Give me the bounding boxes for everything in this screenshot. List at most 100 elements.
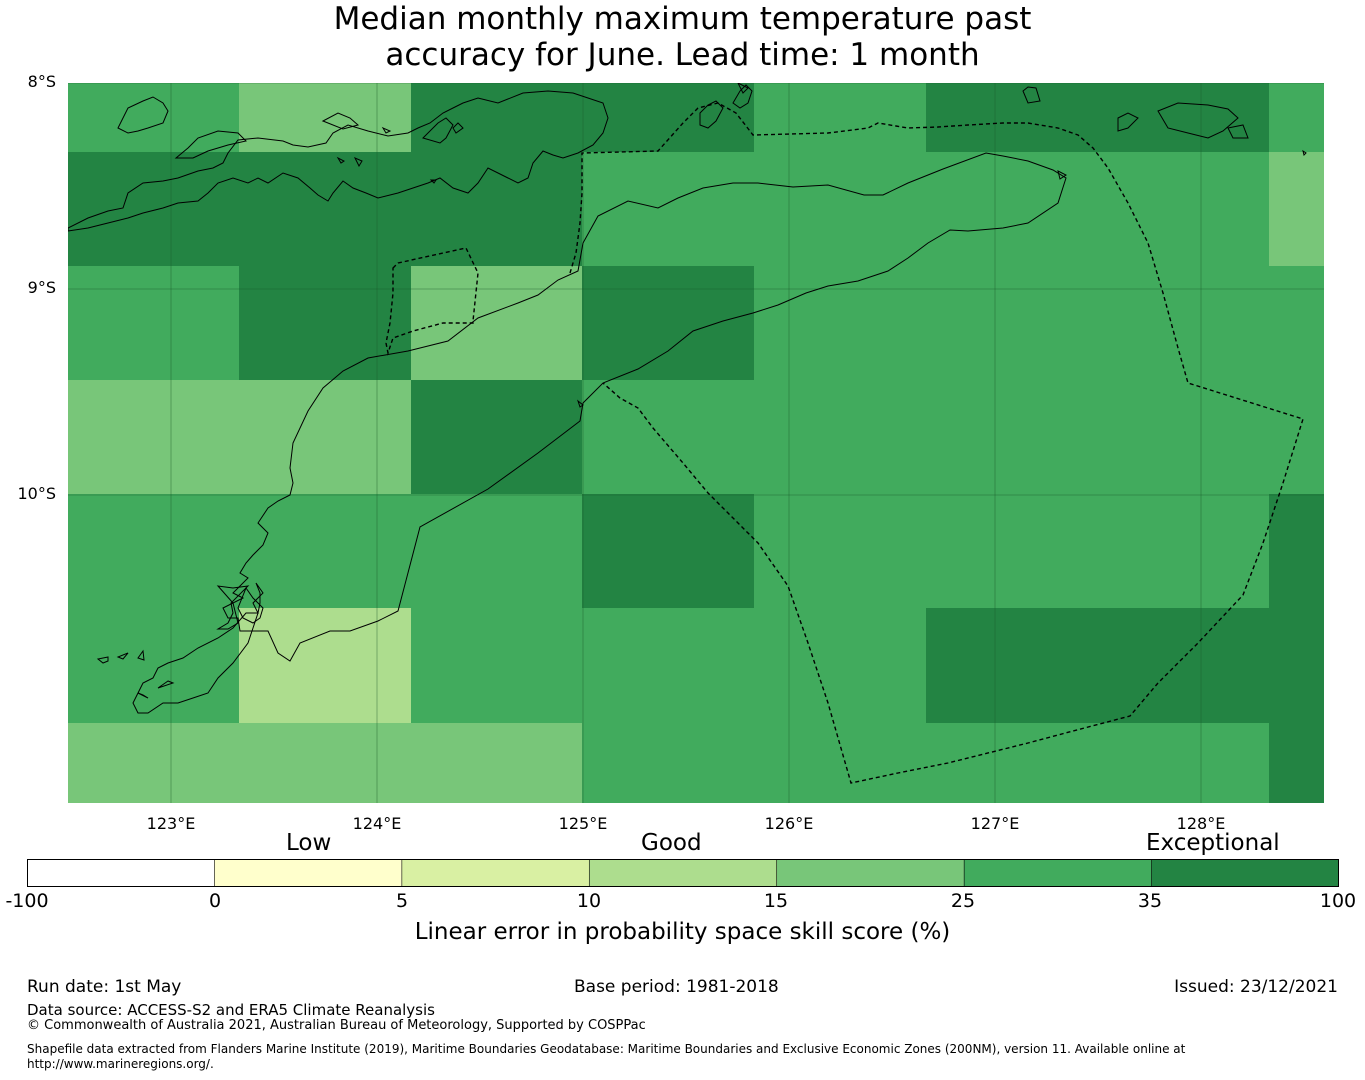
run-date: Run date: 1st May <box>27 977 182 997</box>
score-cell <box>1097 152 1270 267</box>
score-cell <box>68 83 240 153</box>
colorbar-segment <box>776 859 965 887</box>
score-cell <box>411 723 583 803</box>
colorbar-tick-10: 10 <box>576 890 602 912</box>
islet-2 <box>336 156 345 164</box>
score-cell <box>754 266 927 381</box>
colorbar <box>27 859 1339 887</box>
colorbar-tick-35: 35 <box>1137 890 1163 912</box>
score-cell <box>754 723 927 803</box>
legend-category-good: Good <box>641 830 702 856</box>
score-cell <box>239 83 412 153</box>
score-cell <box>582 494 755 609</box>
score-cell <box>239 266 412 381</box>
score-cell <box>411 494 583 609</box>
score-cell <box>68 266 240 381</box>
score-cell <box>754 608 927 724</box>
score-cell <box>582 83 755 153</box>
wetar-coast <box>699 100 724 129</box>
wetar-north-coast <box>737 83 749 94</box>
dao-coast <box>137 692 149 699</box>
score-cell <box>1269 266 1324 381</box>
legend-category-low: Low <box>286 830 332 856</box>
leti-coast <box>1117 112 1139 132</box>
score-cell <box>582 152 755 267</box>
shapefile-credit-line2: http://www.marineregions.org/. <box>27 1057 214 1071</box>
colorbar-segment <box>1151 859 1339 887</box>
score-cell <box>754 380 927 495</box>
colorbar-tick-15: 15 <box>763 890 789 912</box>
score-cell <box>754 494 927 609</box>
colorbar-segment <box>588 859 778 887</box>
lakor-coast <box>1227 124 1249 139</box>
score-cell <box>1097 494 1270 609</box>
maritime-boundary <box>385 102 1304 784</box>
score-cell <box>754 152 927 267</box>
score-cell <box>926 494 1098 609</box>
score-cell <box>1097 83 1270 153</box>
lon-label-126e: 126°E <box>764 814 814 833</box>
solor-coast <box>321 112 360 130</box>
maubara-coast <box>576 399 584 408</box>
atauro-coast <box>732 84 753 109</box>
score-cell <box>411 83 583 153</box>
sawu-coast <box>96 656 109 664</box>
score-cell <box>1269 723 1324 803</box>
score-cell <box>926 83 1098 153</box>
timor-tip-coast <box>1057 170 1067 180</box>
score-cell <box>1097 380 1270 495</box>
score-cell <box>68 152 240 267</box>
adonara-coast <box>174 130 247 159</box>
timor-coast <box>222 152 1067 662</box>
colorbar-label: Linear error in probability space skill … <box>414 919 951 945</box>
score-cell <box>68 608 240 724</box>
score-cell <box>754 83 927 153</box>
colorbar-tick-5: 5 <box>395 890 409 912</box>
score-cell <box>926 380 1098 495</box>
lon-label-125e: 125°E <box>558 814 608 833</box>
data-source: Data source: ACCESS-S2 and ERA5 Climate … <box>27 1001 435 1019</box>
ndana-coast <box>137 649 145 661</box>
lat-label-9s: 9°S <box>27 278 56 297</box>
map-title-line1: Median monthly maximum temperature past <box>333 1 1032 37</box>
islet-4 <box>429 179 437 184</box>
colorbar-segments <box>27 859 1339 887</box>
score-cell <box>68 723 240 803</box>
score-grid <box>68 83 1324 803</box>
rote-tip-coast <box>157 680 175 689</box>
colorbar-segment <box>963 859 1153 887</box>
romang-coast <box>1022 86 1041 104</box>
colorbar-segment <box>401 859 591 887</box>
score-cell <box>582 608 755 724</box>
graticule <box>68 83 1324 803</box>
score-cell <box>582 723 755 803</box>
score-cell <box>68 380 240 495</box>
lon-label-123e: 123°E <box>146 814 196 833</box>
score-cell <box>1269 494 1324 609</box>
shapefile-credit-line1: Shapefile data extracted from Flanders M… <box>27 1042 1186 1056</box>
islet-3 <box>353 157 363 168</box>
score-cell <box>239 608 412 724</box>
map-title-line2: accuracy for June. Lead time: 1 month <box>385 37 980 73</box>
base-period: Base period: 1981-2018 <box>574 977 779 997</box>
colorbar-tick-0: 0 <box>208 890 222 912</box>
issued-date: Issued: 23/12/2021 <box>1174 977 1338 997</box>
colorbar-tick--100: -100 <box>5 890 49 912</box>
score-cell <box>1269 83 1324 153</box>
lat-label-10s: 10°S <box>17 484 56 503</box>
colorbar-segment <box>214 859 403 887</box>
roti-main-coast <box>132 582 264 714</box>
score-cell <box>411 266 583 381</box>
score-cell <box>1097 608 1270 724</box>
lon-label-128e: 128°E <box>1176 814 1226 833</box>
roti-island-coast <box>237 586 264 624</box>
lon-label-127e: 127°E <box>970 814 1020 833</box>
eez-boundary-timor-leste <box>569 102 1304 784</box>
copyright: © Commonwealth of Australia 2021, Austra… <box>27 1018 646 1033</box>
score-cell <box>1097 723 1270 803</box>
legend-category-exceptional: Exceptional <box>1146 830 1280 856</box>
moa-coast <box>1157 102 1239 139</box>
score-cell <box>926 608 1098 724</box>
score-cell <box>926 723 1098 803</box>
flores-coast <box>68 90 609 232</box>
